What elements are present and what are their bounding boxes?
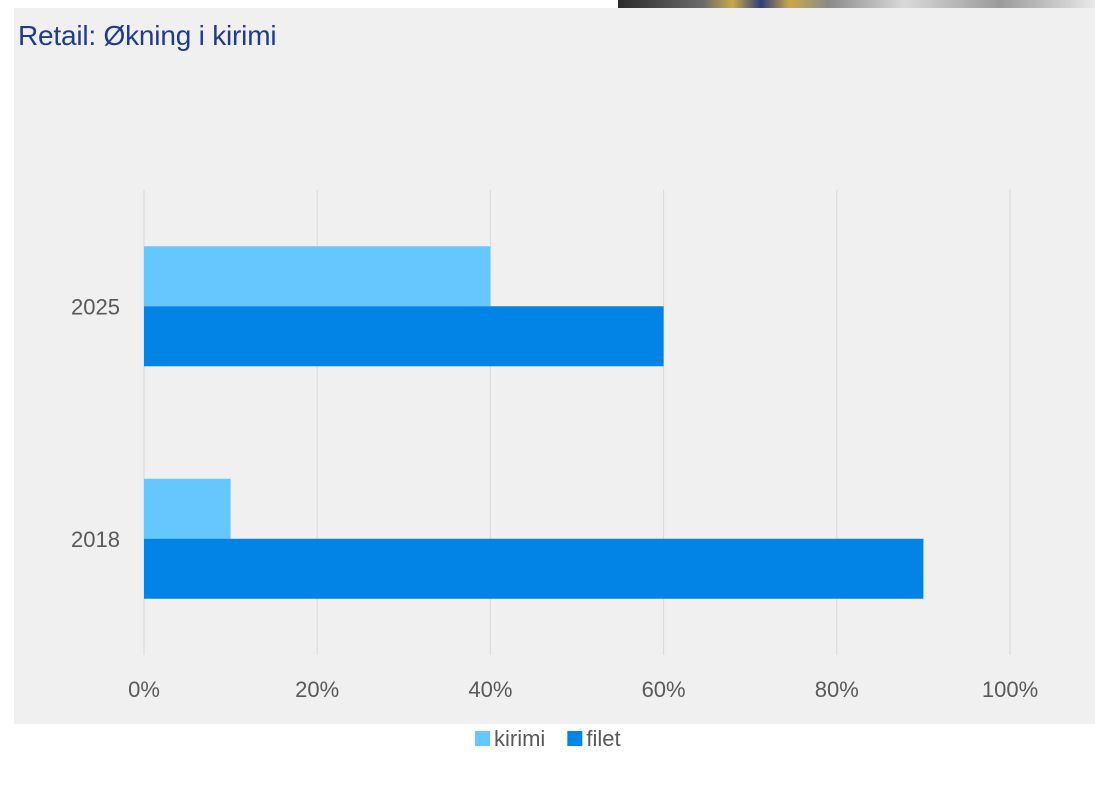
legend-label-kirimi: kirimi [494, 726, 545, 751]
y-category-label: 2018 [71, 527, 120, 552]
legend-swatch-kirimi [475, 731, 490, 746]
bar-filet-2018 [144, 538, 924, 599]
bar-kirimi-2025 [144, 246, 491, 307]
x-tick-label: 20% [295, 677, 339, 702]
legend-label-filet: filet [586, 726, 620, 751]
page-title: Retail: Økning i kirimi [18, 20, 277, 51]
x-tick-label: 40% [468, 677, 512, 702]
legend-swatch-filet [567, 731, 583, 746]
x-tick-label: 100% [982, 677, 1038, 702]
header-photo-strip [618, 0, 1095, 8]
bar-kirimi-2018 [144, 478, 231, 539]
bar-filet-2025 [144, 306, 664, 367]
x-tick-label: 60% [642, 677, 686, 702]
x-tick-label: 80% [815, 677, 859, 702]
x-tick-label: 0% [128, 677, 160, 702]
y-category-label: 2025 [71, 294, 120, 319]
